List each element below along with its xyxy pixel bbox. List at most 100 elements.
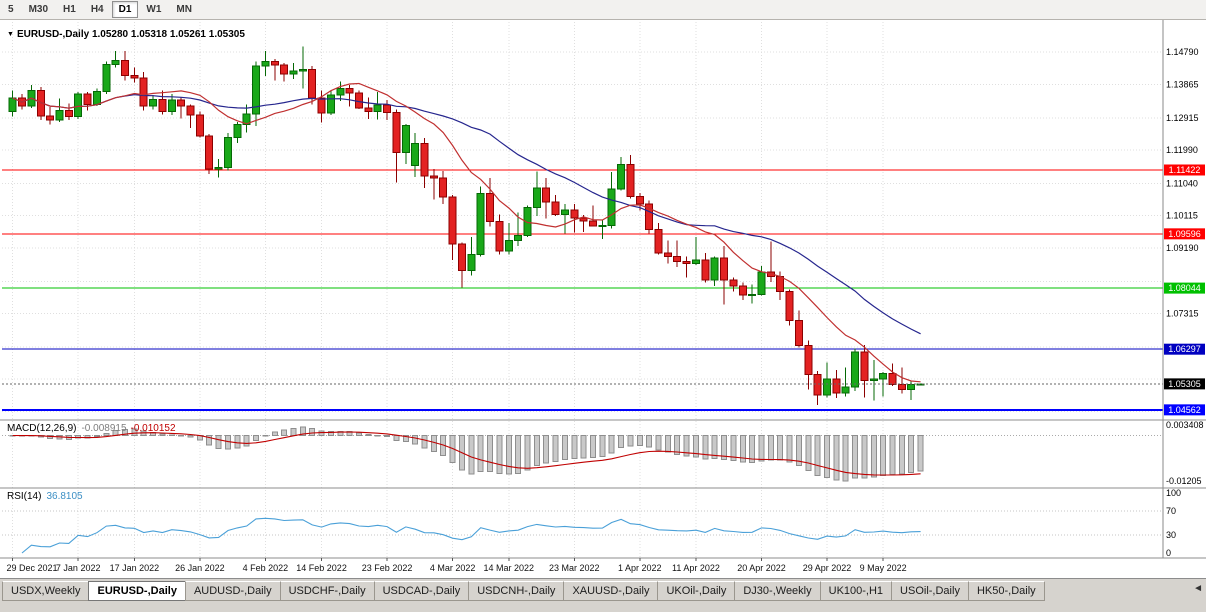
macd-histogram-bar xyxy=(93,434,100,438)
candle-body xyxy=(102,63,111,92)
macd-histogram-bar xyxy=(215,434,222,450)
candle-body xyxy=(111,60,120,65)
price-level-tag xyxy=(1164,228,1205,240)
chart-tab-usdchf-daily[interactable]: USDCHF-,Daily xyxy=(279,581,375,601)
timeframe-button-mn[interactable]: MN xyxy=(176,4,192,15)
chart-tab-eurusd-daily[interactable]: EURUSD-,Daily xyxy=(88,581,186,601)
timeframe-button-d1[interactable]: D1 xyxy=(111,1,139,18)
chart-tab-xauusd-daily[interactable]: XAUUSD-,Daily xyxy=(563,581,659,601)
price-level-tag xyxy=(1164,404,1205,416)
date-axis-label: 20 Apr 2022 xyxy=(737,563,786,573)
price-level-tag-label: 1.09596 xyxy=(1168,229,1201,239)
candle-body xyxy=(860,351,869,382)
date-axis-label: 17 Jan 2022 xyxy=(110,563,160,573)
rsi-axis-label-30: 30 xyxy=(1166,530,1176,540)
candle-body xyxy=(757,271,766,296)
macd-histogram-bar xyxy=(674,434,681,455)
macd-histogram-bar xyxy=(842,434,849,482)
candle-body xyxy=(280,64,289,75)
macd-histogram-bar xyxy=(365,434,372,436)
candle-body xyxy=(654,229,663,254)
timeframe-button-h1[interactable]: H1 xyxy=(63,4,76,15)
timeframe-button-5[interactable]: 5 xyxy=(8,4,14,15)
candle-body xyxy=(355,92,363,109)
rsi-value: 36.8105 xyxy=(46,491,83,502)
candle-body xyxy=(317,97,326,114)
candle-body xyxy=(92,90,101,105)
timeframe-toolbar: 5 M30 H1 H4 D1 W1 MN xyxy=(0,0,1206,20)
timeframe-button-m30[interactable]: M30 xyxy=(28,4,49,15)
candle-body xyxy=(336,88,345,96)
chart-tab-usdx-weekly[interactable]: USDX,Weekly xyxy=(2,581,90,601)
candle-body xyxy=(551,201,560,215)
macd-histogram-bar xyxy=(430,434,437,453)
chart-tab-uk100-h1[interactable]: UK100-,H1 xyxy=(819,581,893,601)
macd-histogram-bar xyxy=(664,434,671,453)
candle-body xyxy=(186,105,195,116)
candle-body xyxy=(645,203,654,231)
candle-body xyxy=(214,166,223,170)
price-level-tag xyxy=(1164,343,1205,355)
macd-histogram-bar xyxy=(758,434,765,462)
macd-histogram-bar xyxy=(627,434,634,447)
date-axis-label: 4 Mar 2022 xyxy=(430,563,476,573)
rsi-line xyxy=(21,517,921,554)
chart-dropdown-icon[interactable]: ▼ xyxy=(7,31,14,38)
macd-signal-value: -0.010152 xyxy=(130,423,176,434)
macd-histogram-bar xyxy=(852,434,859,479)
macd-histogram-bar xyxy=(702,434,709,460)
timeframe-button-h4[interactable]: H4 xyxy=(90,4,104,15)
chart-tab-hk50-daily[interactable]: HK50-,Daily xyxy=(967,581,1045,601)
macd-histogram-bar xyxy=(777,434,784,461)
horizontal-level-lines xyxy=(2,169,1163,411)
price-axis-label: 1.07315 xyxy=(1166,309,1199,319)
chart-tab-audusd-daily[interactable]: AUDUSD-,Daily xyxy=(184,581,281,601)
chart-tab-usdcnh-daily[interactable]: USDCNH-,Daily xyxy=(468,581,565,601)
candle-body xyxy=(476,192,485,256)
chart-tab-usoil-daily[interactable]: USOil-,Daily xyxy=(891,581,969,601)
candle-body xyxy=(607,188,616,227)
chart-symbol-label: EURUSD-,Daily xyxy=(16,29,90,40)
macd-histogram-bar xyxy=(730,434,737,462)
candle-body xyxy=(345,88,354,94)
candle-body xyxy=(401,124,410,154)
candle-body xyxy=(738,285,747,296)
candle-body xyxy=(691,259,700,264)
price-axis-label: 1.11990 xyxy=(1166,145,1198,155)
date-axis-label: 11 Apr 2022 xyxy=(672,563,720,573)
macd-histogram-bar xyxy=(749,434,756,464)
macd-histogram-bar xyxy=(767,434,774,461)
candle-body xyxy=(542,187,551,203)
macd-histogram-bar xyxy=(477,434,484,473)
candle-body xyxy=(832,378,841,394)
price-axis-label: 1.10115 xyxy=(1166,211,1198,221)
price-level-tag xyxy=(1164,164,1205,176)
macd-histogram-bar xyxy=(580,434,587,459)
candle-body xyxy=(532,187,541,208)
rsi-axis-label-0: 0 xyxy=(1166,548,1171,558)
chart-canvas[interactable]: 1.14790 1.13865 1.12915 1.11990 1.11040 1.101… xyxy=(0,20,1206,578)
macd-histogram-bar xyxy=(805,434,812,471)
candle-body xyxy=(308,68,317,99)
chart-tab-ukoil-daily[interactable]: UKOil-,Daily xyxy=(657,581,736,601)
price-level-tag-label: 1.08044 xyxy=(1168,283,1201,293)
candle-body xyxy=(158,98,167,112)
date-axis-label: 14 Feb 2022 xyxy=(296,563,347,573)
candle-body xyxy=(486,192,495,222)
chart-tab-dj30-weekly[interactable]: DJ30-,Weekly xyxy=(734,581,821,601)
candle-body xyxy=(617,163,626,190)
candle-body xyxy=(720,257,729,281)
candle-body xyxy=(392,111,401,154)
tab-scroll-left-icon[interactable]: ◄ xyxy=(1193,583,1203,594)
macd-histogram-bar xyxy=(543,434,550,464)
chart-tab-usdcad-daily[interactable]: USDCAD-,Daily xyxy=(373,581,470,601)
macd-histogram-bar xyxy=(206,434,213,446)
date-axis-label: 29 Dec 2021 xyxy=(6,563,57,573)
timeframe-button-w1[interactable]: W1 xyxy=(146,4,162,15)
candle-body xyxy=(467,254,476,271)
price-axis[interactable]: 1.14790 1.13865 1.12915 1.11990 1.11040 1.101… xyxy=(1162,20,1205,558)
candle-body xyxy=(326,94,335,114)
date-axis-label: 23 Feb 2022 xyxy=(362,563,413,573)
macd-histogram-bar xyxy=(505,434,512,475)
